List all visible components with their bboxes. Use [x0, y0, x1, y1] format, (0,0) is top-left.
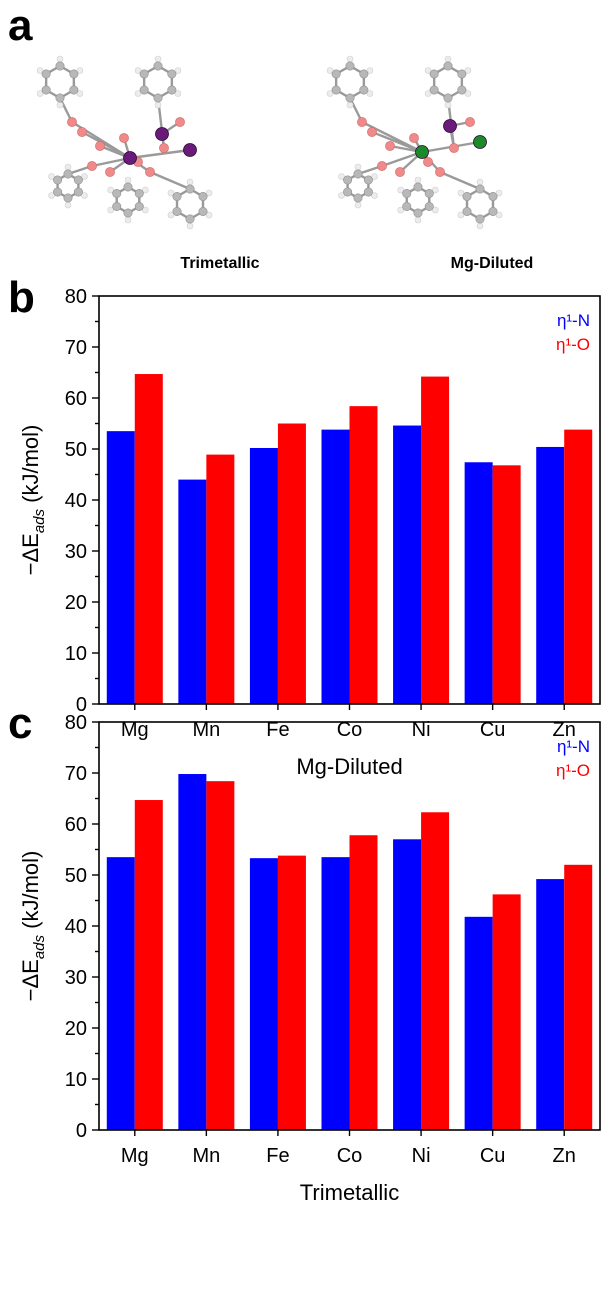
chart-b-y-tick-label: 30	[65, 541, 87, 563]
chart-b-bar-n-co	[321, 429, 350, 704]
chart-c-bar-o-mg	[134, 800, 163, 1130]
chart-c-y-tick-label: 20	[65, 1018, 87, 1040]
chart-b-bar-o-fe	[277, 423, 306, 704]
chart-c-y-tick-label: 10	[65, 1069, 87, 1091]
chart-c-y-tick-label: 70	[65, 763, 87, 785]
chart-b-legend-n: η¹-N	[557, 311, 590, 330]
mg-diluted-structure-label: Mg-Diluted	[451, 255, 534, 272]
panel-c-letter: c	[8, 699, 32, 748]
chart-c-x-tick-label: Zn	[553, 1145, 576, 1167]
chart-c-y-tick-label: 80	[65, 712, 87, 734]
chart-c-x-axis-title: Trimetallic	[300, 1180, 399, 1205]
chart-c-bar-o-cu	[492, 894, 521, 1130]
chart-b-x-tick-label: Fe	[266, 719, 289, 741]
panel-b-letter: b	[8, 273, 35, 322]
trimetallic-structure-image	[36, 55, 213, 230]
chart-b-bar-o-mn	[206, 454, 235, 704]
chart-b-bar-n-ni	[393, 425, 422, 704]
chart-c-bar-o-co	[349, 835, 378, 1130]
chart-b-x-axis-title: Mg-Diluted	[296, 754, 402, 779]
chart-c-x-tick-label: Mg	[121, 1145, 149, 1167]
chart-c-bar-o-zn	[564, 864, 593, 1130]
trimetallic-structure-label: Trimetallic	[180, 255, 259, 272]
chart-b-bar-o-cu	[492, 465, 521, 704]
chart-c-x-tick-label: Mn	[192, 1145, 220, 1167]
chart-b-bar-n-cu	[464, 462, 493, 704]
chart-b-y-axis-title: −ΔEads (kJ/mol)	[18, 425, 48, 576]
chart-c-y-axis-title: −ΔEads (kJ/mol)	[18, 851, 48, 1002]
chart-b-y-tick-label: 20	[65, 592, 87, 614]
chart-c-bar-n-mg	[106, 857, 135, 1130]
chart-b-x-tick-label: Zn	[553, 719, 576, 741]
chart-b-bar-o-zn	[564, 429, 593, 704]
chart-b-bar-o-ni	[421, 376, 450, 704]
chart-b-bar-n-zn	[536, 446, 565, 704]
chart-b-legend-o: η¹-O	[556, 335, 590, 354]
chart-c-x-tick-label: Cu	[480, 1145, 506, 1167]
chart-b-y-tick-label: 10	[65, 643, 87, 665]
chart-c-bar-o-mn	[206, 781, 235, 1130]
chart-c-legend-n: η¹-N	[557, 737, 590, 756]
chart-b-y-tick-label: 60	[65, 388, 87, 410]
chart-c-bar-n-mn	[178, 774, 207, 1130]
chart-b-bar-o-mg	[134, 374, 163, 704]
chart-c-bar-n-cu	[464, 916, 493, 1130]
chart-c-x-tick-label: Fe	[266, 1145, 289, 1167]
chart-b-x-tick-label: Co	[337, 719, 363, 741]
chart-c-y-tick-label: 60	[65, 814, 87, 836]
chart-b-y-tick-label: 0	[76, 694, 87, 716]
chart-c-bar-n-ni	[393, 839, 422, 1130]
chart-c-y-tick-label: 40	[65, 916, 87, 938]
chart-c-x-tick-label: Co	[337, 1145, 363, 1167]
chart-b-x-tick-label: Cu	[480, 719, 506, 741]
chart-b-bar-n-mg	[106, 431, 135, 704]
bar-chart-trimetallic: 0 10 20 30 40 50 60 70 80 Mg Mn Fe Co Ni Cu Zn Trimetall…	[18, 712, 601, 1205]
chart-b-y-tick-label: 50	[65, 439, 87, 461]
chart-c-y-tick-label: 50	[65, 865, 87, 887]
bar-chart-mg-diluted: 0 10 20 30 40 50 60 70 80 Mg Mn Fe Co Ni Cu Zn Mg-Dilute…	[18, 286, 601, 779]
chart-b-bar-n-mn	[178, 479, 207, 704]
chart-c-y-tick-label: 30	[65, 967, 87, 989]
panel-a-letter: a	[8, 1, 33, 50]
chart-b-y-tick-label: 70	[65, 337, 87, 359]
chart-c-bar-n-fe	[249, 858, 278, 1130]
chart-c-x-tick-label: Ni	[412, 1145, 431, 1167]
chart-b-bar-o-co	[349, 406, 378, 704]
chart-c-bar-n-co	[321, 857, 350, 1130]
chart-b-x-tick-label: Mg	[121, 719, 149, 741]
mg-diluted-structure-image	[326, 55, 503, 230]
chart-c-legend-o: η¹-O	[556, 761, 590, 780]
chart-b-x-tick-label: Mn	[192, 719, 220, 741]
chart-b-y-tick-label: 80	[65, 286, 87, 308]
chart-c-bar-o-ni	[421, 812, 450, 1130]
chart-b-y-tick-label: 40	[65, 490, 87, 512]
chart-b-x-tick-label: Ni	[412, 719, 431, 741]
chart-c-bar-o-fe	[277, 855, 306, 1130]
chart-c-y-tick-label: 0	[76, 1120, 87, 1142]
chart-c-bar-n-zn	[536, 879, 565, 1130]
chart-b-bar-n-fe	[249, 447, 278, 704]
